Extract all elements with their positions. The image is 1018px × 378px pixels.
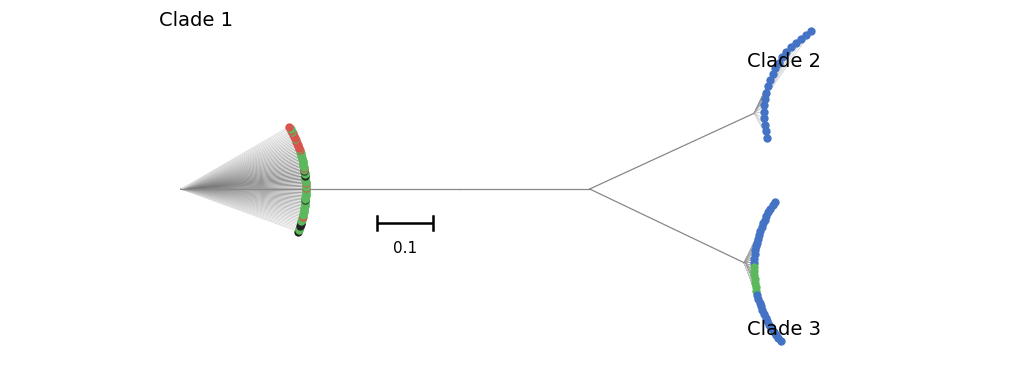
Text: Clade 1: Clade 1 [159, 11, 233, 29]
Text: 0.1: 0.1 [393, 241, 417, 256]
Text: Clade 3: Clade 3 [747, 319, 821, 339]
Text: Clade 2: Clade 2 [747, 53, 821, 71]
